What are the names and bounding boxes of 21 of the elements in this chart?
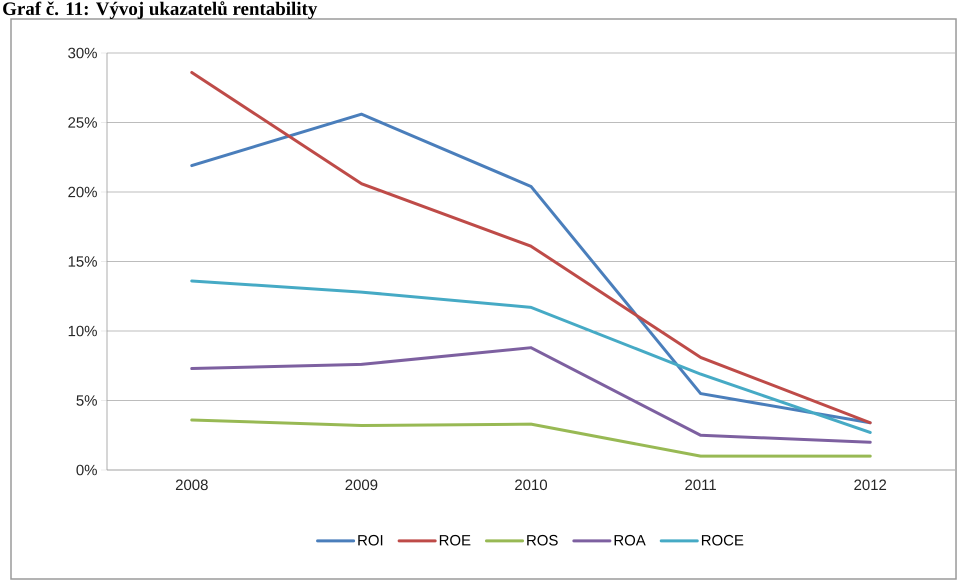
y-tick-label: 30%	[68, 48, 97, 58]
y-tick-label: 20%	[68, 186, 97, 198]
legend-label: ROI	[358, 534, 382, 546]
legend-label: ROCE	[702, 534, 744, 546]
legend-label: ROA	[614, 534, 646, 546]
line-series	[190, 279, 872, 434]
y-tick-label: 5%	[76, 395, 97, 406]
x-tick-label: 2010	[515, 480, 548, 490]
legend-label: ROE	[440, 534, 470, 546]
line-series	[190, 418, 872, 458]
x-tick-label: 2012	[854, 480, 886, 490]
y-tick-label: 15%	[68, 256, 97, 267]
y-tick-label: 10%	[68, 326, 97, 336]
chart-title: Graf č. 11: Vývoj ukazatelů rentability	[3, 1, 318, 19]
x-tick-label: 2009	[346, 480, 378, 490]
legend-label: ROS	[527, 534, 558, 546]
y-tick-label: 0%	[76, 464, 97, 476]
x-tick-label: 2011	[685, 480, 716, 490]
y-tick-label: 25%	[68, 117, 97, 128]
x-tick-label: 2008	[176, 480, 208, 490]
line-series	[190, 346, 872, 444]
